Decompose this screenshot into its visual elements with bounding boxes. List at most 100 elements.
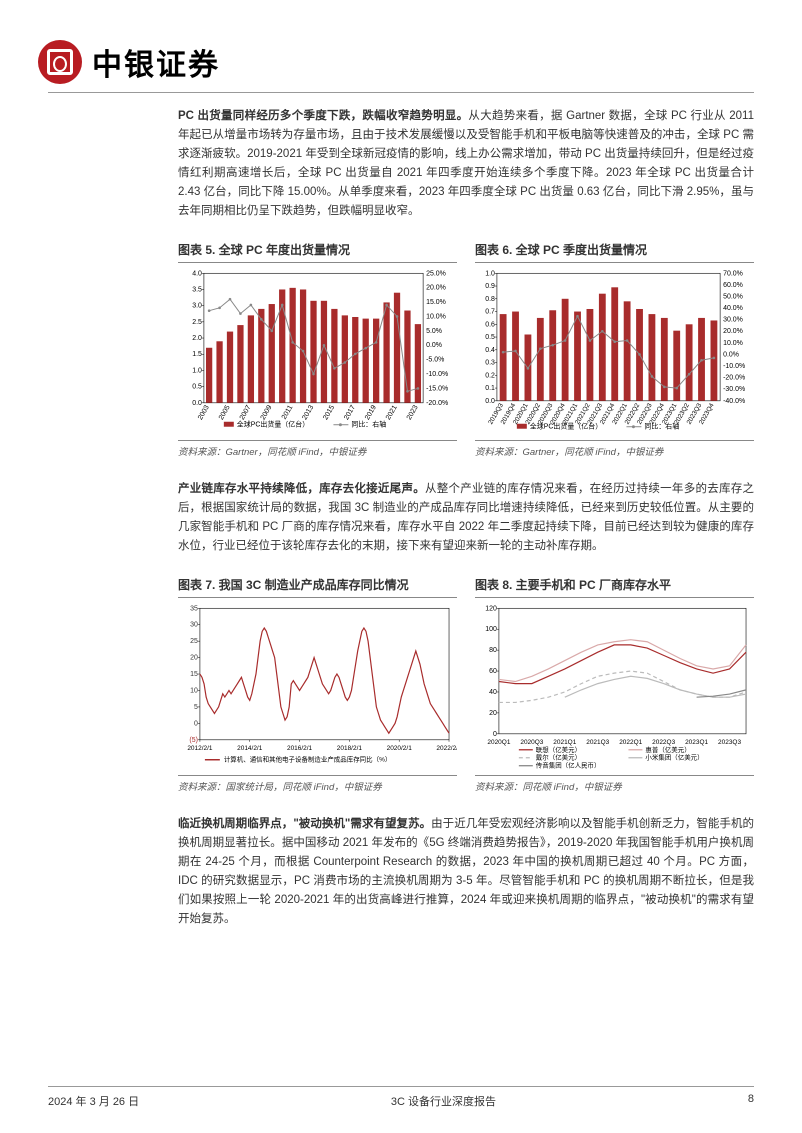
paragraph-3: 临近换机周期临界点，"被动换机"需求有望复苏。由于近几年受宏观经济影响以及智能手… [178, 815, 754, 929]
svg-text:2016/2/1: 2016/2/1 [287, 744, 313, 751]
svg-text:0.9: 0.9 [485, 283, 495, 290]
svg-text:5.0%: 5.0% [426, 328, 442, 335]
svg-text:全球PC出货量（亿台）: 全球PC出货量（亿台） [530, 422, 602, 431]
svg-text:2022Q1: 2022Q1 [619, 738, 642, 745]
svg-text:15.0%: 15.0% [426, 299, 446, 306]
svg-text:0.0%: 0.0% [426, 342, 442, 349]
chart-6-block: 图表 6. 全球 PC 季度出货量情况 0.0 0.1 0.2 0.3 0.4 0.5 0.… [475, 241, 754, 474]
svg-text:2020Q1: 2020Q1 [487, 738, 510, 745]
chart-5-title: 图表 5. 全球 PC 年度出货量情况 [178, 241, 457, 263]
footer-date: 2024 年 3 月 26 日 [48, 1093, 139, 1109]
svg-text:0.8: 0.8 [485, 296, 495, 303]
svg-text:40: 40 [489, 689, 497, 696]
chart-7-block: 图表 7. 我国 3C 制造业产成品库存同比情况 (5)051015202530… [178, 576, 457, 809]
svg-text:1.0: 1.0 [192, 367, 202, 374]
chart-row-2: 图表 7. 我国 3C 制造业产成品库存同比情况 (5)051015202530… [178, 576, 754, 809]
svg-text:(5): (5) [189, 736, 198, 743]
svg-text:20: 20 [190, 654, 198, 661]
svg-text:传音集团（亿人民币）: 传音集团（亿人民币） [536, 760, 601, 769]
chart-5-canvas: 0.00.51.01.52.02.53.03.54.0-20.0%-15.0%-… [178, 267, 457, 435]
svg-text:0.7: 0.7 [485, 308, 495, 315]
svg-text:50.0%: 50.0% [723, 293, 743, 300]
svg-text:35: 35 [190, 605, 198, 612]
svg-text:同比：右轴: 同比：右轴 [351, 420, 386, 429]
svg-text:10.0%: 10.0% [723, 340, 743, 347]
svg-text:2017: 2017 [343, 404, 357, 421]
footer-title: 3C 设备行业深度报告 [391, 1093, 496, 1109]
svg-text:60: 60 [489, 668, 497, 675]
chart-8-source: 资料来源：同花顺 iFind，中银证券 [475, 775, 754, 793]
chart-8-canvas: 0204060801001202020Q12020Q32021Q12021Q32… [475, 602, 754, 770]
svg-text:惠普（亿美元）: 惠普（亿美元） [645, 744, 690, 753]
svg-text:2012/2/1: 2012/2/1 [187, 744, 213, 751]
svg-text:2021: 2021 [385, 404, 399, 421]
svg-text:0.6: 0.6 [485, 321, 495, 328]
svg-text:戴尔（亿美元）: 戴尔（亿美元） [536, 752, 581, 761]
svg-text:2.5: 2.5 [192, 319, 202, 326]
footer-page: 8 [748, 1093, 754, 1109]
svg-text:2018/2/1: 2018/2/1 [337, 744, 363, 751]
svg-text:同比：右轴: 同比：右轴 [644, 422, 679, 431]
para1-body: 从大趋势来看，据 Gartner 数据，全球 PC 行业从 2011 年起已从增… [178, 110, 754, 217]
svg-text:3.5: 3.5 [192, 286, 202, 293]
svg-text:2023Q3: 2023Q3 [718, 738, 741, 745]
svg-text:1.0: 1.0 [485, 270, 495, 277]
svg-text:2007: 2007 [239, 404, 253, 421]
svg-text:30: 30 [190, 621, 198, 628]
svg-text:40.0%: 40.0% [723, 305, 743, 312]
svg-text:-5.0%: -5.0% [426, 356, 444, 363]
svg-text:2023: 2023 [406, 404, 420, 421]
svg-text:0.0: 0.0 [485, 398, 495, 405]
svg-text:80: 80 [489, 647, 497, 654]
svg-text:-10.0%: -10.0% [426, 371, 448, 378]
svg-text:0.1: 0.1 [485, 385, 495, 392]
chart-6-source: 资料来源：Gartner，同花顺 iFind，中银证券 [475, 440, 754, 458]
svg-text:-40.0%: -40.0% [723, 398, 745, 405]
company-logo-icon [38, 40, 82, 84]
page-footer: 2024 年 3 月 26 日 3C 设备行业深度报告 8 [48, 1086, 754, 1109]
svg-text:2021Q3: 2021Q3 [586, 738, 609, 745]
svg-text:30.0%: 30.0% [723, 316, 743, 323]
chart-7-source: 资料来源：国家统计局，同花顺 iFind，中银证券 [178, 775, 457, 793]
svg-text:2020/2/1: 2020/2/1 [387, 744, 413, 751]
svg-text:-30.0%: -30.0% [723, 386, 745, 393]
svg-text:0: 0 [194, 720, 198, 727]
svg-text:4.0: 4.0 [192, 270, 202, 277]
svg-text:2023Q1: 2023Q1 [685, 738, 708, 745]
chart-6-title: 图表 6. 全球 PC 季度出货量情况 [475, 241, 754, 263]
svg-text:70.0%: 70.0% [723, 270, 743, 277]
svg-text:1.5: 1.5 [192, 351, 202, 358]
para3-body: 由于近几年受宏观经济影响以及智能手机创新乏力，智能手机的换机周期显著拉长。据中国… [178, 818, 754, 925]
svg-text:0.3: 0.3 [485, 359, 495, 366]
svg-text:0.4: 0.4 [485, 347, 495, 354]
svg-text:-20.0%: -20.0% [723, 374, 745, 381]
svg-text:20.0%: 20.0% [723, 328, 743, 335]
svg-text:5: 5 [194, 704, 198, 711]
svg-text:2022/2/1: 2022/2/1 [436, 744, 457, 751]
company-name: 中银证券 [92, 40, 220, 84]
chart-row-1: 图表 5. 全球 PC 年度出货量情况 0.0 0.5 1.0 1.5 2.0 2.5 3.… [178, 241, 754, 474]
para2-lead: 产业链库存水平持续降低，库存去化接近尾声。 [178, 483, 425, 495]
svg-text:25: 25 [190, 638, 198, 645]
svg-text:0.2: 0.2 [485, 372, 495, 379]
svg-text:10.0%: 10.0% [426, 313, 446, 320]
svg-text:0.5: 0.5 [485, 334, 495, 341]
svg-text:2021Q1: 2021Q1 [553, 738, 576, 745]
svg-text:0.0: 0.0 [192, 400, 202, 407]
paragraph-1: PC 出货量同样经历多个季度下跌，跌幅收窄趋势明显。从大趋势来看，据 Gartn… [178, 107, 754, 221]
svg-text:-10.0%: -10.0% [723, 363, 745, 370]
svg-text:3.0: 3.0 [192, 302, 202, 309]
header-divider [48, 92, 754, 93]
svg-text:25.0%: 25.0% [426, 270, 446, 277]
para3-lead: 临近换机周期临界点，"被动换机"需求有望复苏。 [178, 818, 431, 830]
svg-text:15: 15 [190, 671, 198, 678]
svg-text:-15.0%: -15.0% [426, 385, 448, 392]
chart-5-source: 资料来源：Gartner，同花顺 iFind，中银证券 [178, 440, 457, 458]
svg-text:2015: 2015 [322, 404, 336, 421]
svg-text:2005: 2005 [218, 404, 232, 421]
svg-text:-20.0%: -20.0% [426, 400, 448, 407]
chart-8-title: 图表 8. 主要手机和 PC 厂商库存水平 [475, 576, 754, 598]
svg-text:2.0: 2.0 [192, 335, 202, 342]
svg-text:2019: 2019 [364, 404, 378, 421]
svg-text:100: 100 [485, 626, 497, 633]
